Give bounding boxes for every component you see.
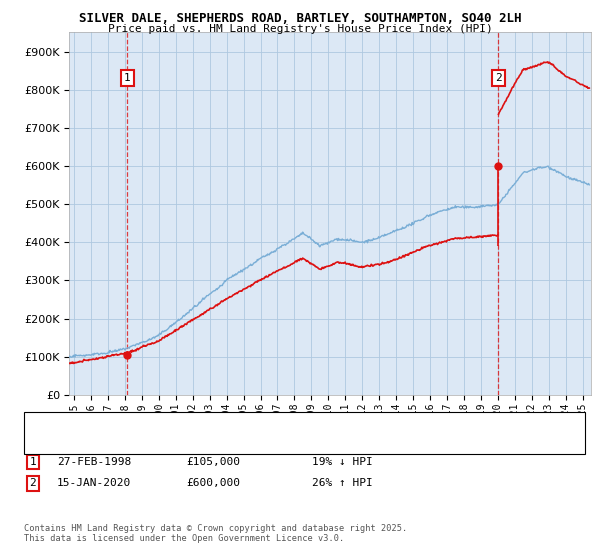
- Text: £105,000: £105,000: [186, 457, 240, 467]
- Text: ─────: ─────: [31, 422, 65, 432]
- Text: SILVER DALE, SHEPHERDS ROAD, BARTLEY, SOUTHAMPTON, SO40 2LH: SILVER DALE, SHEPHERDS ROAD, BARTLEY, SO…: [79, 12, 521, 25]
- Text: Price paid vs. HM Land Registry's House Price Index (HPI): Price paid vs. HM Land Registry's House …: [107, 24, 493, 34]
- Text: 2: 2: [29, 478, 37, 488]
- Text: £600,000: £600,000: [186, 478, 240, 488]
- Text: 1: 1: [124, 73, 131, 83]
- Text: SILVER DALE, SHEPHERDS ROAD, BARTLEY, SOUTHAMPTON, SO40 2LH (detached house): SILVER DALE, SHEPHERDS ROAD, BARTLEY, SO…: [63, 422, 509, 432]
- Text: 26% ↑ HPI: 26% ↑ HPI: [312, 478, 373, 488]
- Text: 19% ↓ HPI: 19% ↓ HPI: [312, 457, 373, 467]
- Text: 27-FEB-1998: 27-FEB-1998: [57, 457, 131, 467]
- Text: 15-JAN-2020: 15-JAN-2020: [57, 478, 131, 488]
- Text: 2: 2: [495, 73, 502, 83]
- Text: Contains HM Land Registry data © Crown copyright and database right 2025.
This d: Contains HM Land Registry data © Crown c…: [24, 524, 407, 543]
- Text: ─────: ─────: [31, 437, 65, 447]
- Text: HPI: Average price, detached house, New Forest: HPI: Average price, detached house, New …: [63, 437, 333, 447]
- Text: 1: 1: [29, 457, 37, 467]
